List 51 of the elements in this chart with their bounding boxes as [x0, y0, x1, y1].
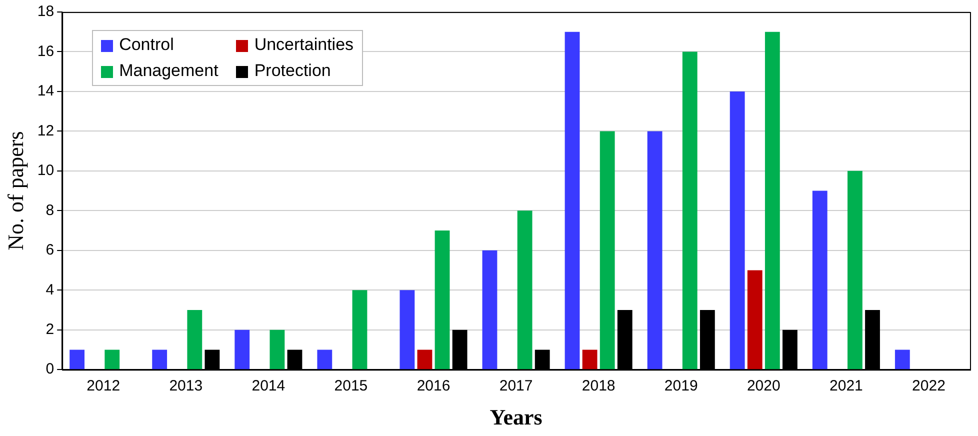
bar	[848, 170, 862, 370]
x-tick-label: 2015	[334, 378, 368, 395]
y-tick-label: 0	[46, 360, 54, 378]
bar	[730, 91, 745, 370]
x-tick-label: 2020	[746, 378, 780, 395]
y-tick-label: 6	[46, 242, 54, 259]
y-tick-label: 14	[37, 82, 54, 100]
bar	[104, 350, 120, 370]
bar	[70, 350, 84, 370]
y-tick-label: 4	[46, 281, 54, 298]
y-tick-label: 18	[37, 3, 54, 20]
bar	[600, 131, 615, 370]
bar	[152, 350, 168, 370]
bar	[417, 350, 432, 370]
x-tick-label: 2012	[86, 378, 120, 395]
x-axis-title: Years	[490, 404, 543, 430]
x-tick-label: 2022	[912, 378, 946, 395]
legend-label: Uncertainties	[254, 35, 354, 54]
x-tick-label: 2021	[830, 378, 863, 395]
bar	[517, 210, 532, 370]
bar	[187, 310, 202, 370]
bar	[812, 190, 828, 370]
y-tick-label: 12	[37, 122, 54, 140]
bar	[352, 290, 368, 370]
y-tick-label: 8	[46, 202, 54, 219]
bar	[400, 290, 415, 370]
bar	[764, 32, 780, 370]
bar	[434, 230, 450, 370]
x-tick-label: 2017	[499, 378, 533, 395]
bar	[270, 330, 285, 370]
bar	[582, 350, 598, 370]
legend-label: Management	[119, 61, 218, 80]
y-tick-label: 2	[46, 321, 54, 338]
bar	[894, 350, 910, 370]
bar	[647, 131, 662, 370]
y-tick-label: 16	[37, 42, 54, 60]
y-axis-title: No. of papers	[2, 131, 28, 250]
bar	[482, 250, 498, 370]
bar	[564, 32, 580, 370]
bar	[234, 330, 250, 370]
x-tick-label: 2014	[252, 378, 286, 395]
y-tick-label: 10	[37, 162, 54, 180]
bar	[317, 350, 332, 370]
legend-label: Protection	[254, 61, 331, 80]
x-tick-label: 2013	[169, 378, 203, 395]
x-tick-label: 2018	[582, 378, 616, 395]
x-tick-label: 2019	[664, 378, 698, 395]
bar	[682, 52, 698, 370]
bar	[747, 270, 762, 370]
x-tick-label: 2016	[416, 378, 450, 395]
legend-label: Control	[119, 35, 174, 54]
